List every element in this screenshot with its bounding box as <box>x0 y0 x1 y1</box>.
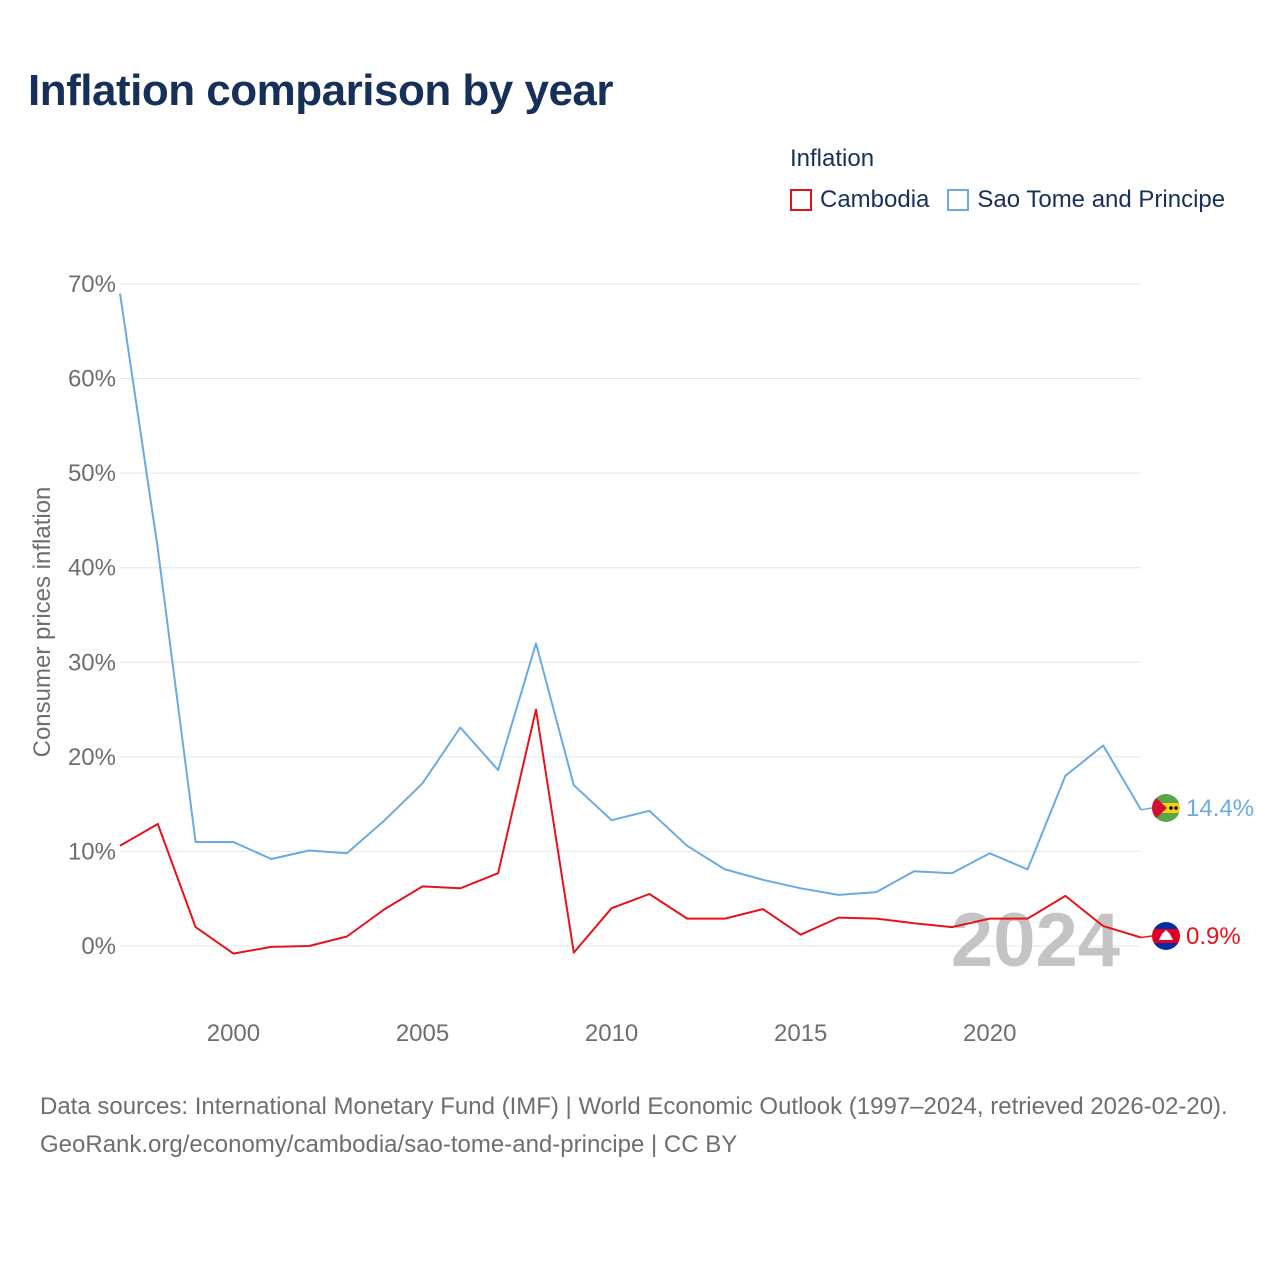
legend: Cambodia Sao Tome and Principe <box>790 186 1243 214</box>
y-tick-label: 40% <box>68 555 116 582</box>
x-tick-label: 2010 <box>585 1020 638 1047</box>
legend-item-sao-tome[interactable]: Sao Tome and Principe <box>947 186 1225 214</box>
year-watermark: 2024 <box>951 898 1120 983</box>
data-sources: Data sources: International Monetary Fun… <box>40 1093 1228 1120</box>
y-tick-label: 50% <box>68 460 116 487</box>
y-tick-label: 70% <box>68 271 116 298</box>
leader-cambodia <box>1140 935 1153 939</box>
x-axis-ticks: 2000 2005 2010 2015 2020 <box>207 1020 1017 1047</box>
x-tick-label: 2005 <box>396 1020 449 1047</box>
y-axis-ticks: 0% 10% 20% 30% 40% 50% 60% 70% <box>68 271 116 960</box>
series-line-cambodia <box>119 708 1142 955</box>
credit-link[interactable]: GeoRank.org/economy/cambodia/sao-tome-an… <box>40 1131 738 1158</box>
end-label-cambodia: 0.9% <box>1186 923 1241 950</box>
y-tick-label: 60% <box>68 366 116 393</box>
leader-sao-tome <box>1140 807 1153 811</box>
x-tick-label: 2000 <box>207 1020 260 1047</box>
footer: Data sources: International Monetary Fun… <box>40 1088 1250 1164</box>
y-tick-label: 10% <box>68 838 116 865</box>
legend-label-cambodia: Cambodia <box>820 186 930 213</box>
series-line-sao-tome <box>119 293 1142 896</box>
legend-title: Inflation <box>790 145 875 172</box>
sao-tome-flag-icon <box>1152 794 1180 822</box>
y-tick-label: 30% <box>68 649 116 676</box>
line-chart: 0% 10% 20% 30% 40% 50% 60% 70% 2000 2005 2010 2015… <box>29 271 1254 1047</box>
gridlines <box>120 283 1141 947</box>
legend-label-sao-tome: Sao Tome and Principe <box>977 186 1226 213</box>
series-lines <box>119 293 1142 955</box>
end-label-sao-tome: 14.4% <box>1186 795 1254 822</box>
y-tick-label: 20% <box>68 744 116 771</box>
y-tick-label: 0% <box>81 933 116 960</box>
legend-swatch-sao-tome <box>947 189 970 211</box>
x-tick-label: 2015 <box>774 1020 827 1047</box>
end-markers: 0.9% 14.4% <box>1140 794 1254 950</box>
legend-item-cambodia[interactable]: Cambodia <box>790 186 929 214</box>
cambodia-flag-icon <box>1152 922 1180 950</box>
y-axis-label: Consumer prices inflation <box>29 487 56 758</box>
x-tick-label: 2020 <box>963 1020 1016 1047</box>
legend-swatch-cambodia <box>790 189 812 211</box>
chart-title: Inflation comparison by year <box>28 66 614 115</box>
